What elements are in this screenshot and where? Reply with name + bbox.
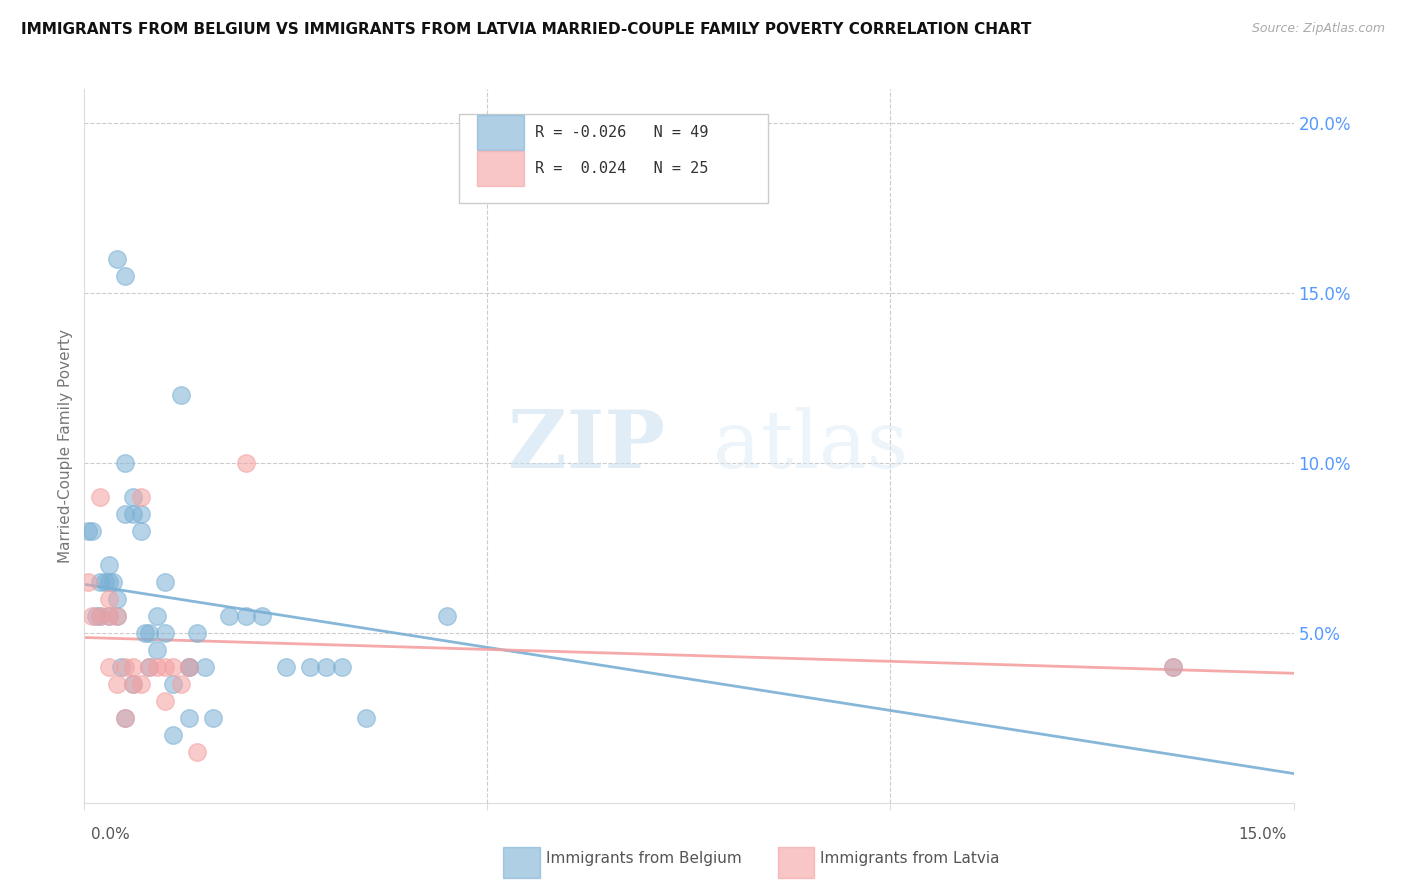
Point <box>129 507 152 521</box>
Point <box>129 490 152 504</box>
Point <box>179 660 201 674</box>
Point <box>153 660 176 674</box>
Point <box>121 507 143 521</box>
Point <box>235 456 257 470</box>
Point <box>299 660 322 674</box>
Point <box>134 626 156 640</box>
Point <box>153 626 176 640</box>
Point <box>186 745 208 759</box>
Point <box>186 626 208 640</box>
Point <box>356 711 378 725</box>
Point <box>97 608 120 623</box>
Text: 0.0%: 0.0% <box>91 827 131 841</box>
Point <box>218 608 240 623</box>
Text: Source: ZipAtlas.com: Source: ZipAtlas.com <box>1251 22 1385 36</box>
Point <box>121 490 143 504</box>
Point <box>105 608 128 623</box>
Text: R = -0.026   N = 49: R = -0.026 N = 49 <box>536 126 709 140</box>
Text: atlas: atlas <box>713 407 908 485</box>
Point <box>129 677 152 691</box>
Point <box>162 677 184 691</box>
Point <box>89 574 111 589</box>
Point <box>82 608 104 623</box>
Point <box>138 660 160 674</box>
Point <box>93 574 115 589</box>
Text: ZIP: ZIP <box>508 407 665 485</box>
Point <box>235 608 257 623</box>
Point <box>162 728 184 742</box>
Point <box>179 660 201 674</box>
Point <box>82 524 104 538</box>
Point <box>129 524 152 538</box>
Point <box>153 694 176 708</box>
Y-axis label: Married-Couple Family Poverty: Married-Couple Family Poverty <box>58 329 73 563</box>
Point <box>436 608 458 623</box>
Point <box>121 677 143 691</box>
Text: R =  0.024   N = 25: R = 0.024 N = 25 <box>536 161 709 177</box>
Point <box>114 711 136 725</box>
Point <box>179 660 201 674</box>
Point <box>114 456 136 470</box>
Point <box>138 660 160 674</box>
Point <box>170 677 193 691</box>
Point <box>114 660 136 674</box>
Point <box>114 269 136 284</box>
Point <box>97 608 120 623</box>
Point <box>105 252 128 266</box>
Point <box>250 608 273 623</box>
Point <box>97 574 120 589</box>
Point <box>77 574 100 589</box>
Point <box>114 711 136 725</box>
Text: Immigrants from Latvia: Immigrants from Latvia <box>820 851 1000 865</box>
Point <box>105 677 128 691</box>
FancyBboxPatch shape <box>460 114 768 203</box>
Point <box>101 574 124 589</box>
Text: IMMIGRANTS FROM BELGIUM VS IMMIGRANTS FROM LATVIA MARRIED-COUPLE FAMILY POVERTY : IMMIGRANTS FROM BELGIUM VS IMMIGRANTS FR… <box>21 22 1032 37</box>
Text: Immigrants from Belgium: Immigrants from Belgium <box>546 851 741 865</box>
Text: 15.0%: 15.0% <box>1239 827 1286 841</box>
FancyBboxPatch shape <box>478 115 524 151</box>
Point <box>97 591 120 606</box>
Point <box>86 608 108 623</box>
Point <box>170 388 193 402</box>
Point <box>97 558 120 572</box>
Point <box>202 711 225 725</box>
Point <box>110 660 132 674</box>
Point <box>179 711 201 725</box>
Point <box>77 524 100 538</box>
Point <box>121 660 143 674</box>
Point <box>194 660 217 674</box>
Point <box>1161 660 1184 674</box>
Point <box>162 660 184 674</box>
Point <box>105 591 128 606</box>
Point <box>138 626 160 640</box>
FancyBboxPatch shape <box>478 152 524 186</box>
Point <box>330 660 353 674</box>
Point <box>89 608 111 623</box>
Point <box>146 660 169 674</box>
Point <box>274 660 297 674</box>
Point <box>97 660 120 674</box>
Point <box>146 608 169 623</box>
Point <box>121 677 143 691</box>
Point <box>153 574 176 589</box>
Point <box>315 660 337 674</box>
Point <box>146 643 169 657</box>
Point <box>1161 660 1184 674</box>
Point <box>105 608 128 623</box>
Point <box>89 490 111 504</box>
Point <box>114 507 136 521</box>
Point <box>89 608 111 623</box>
